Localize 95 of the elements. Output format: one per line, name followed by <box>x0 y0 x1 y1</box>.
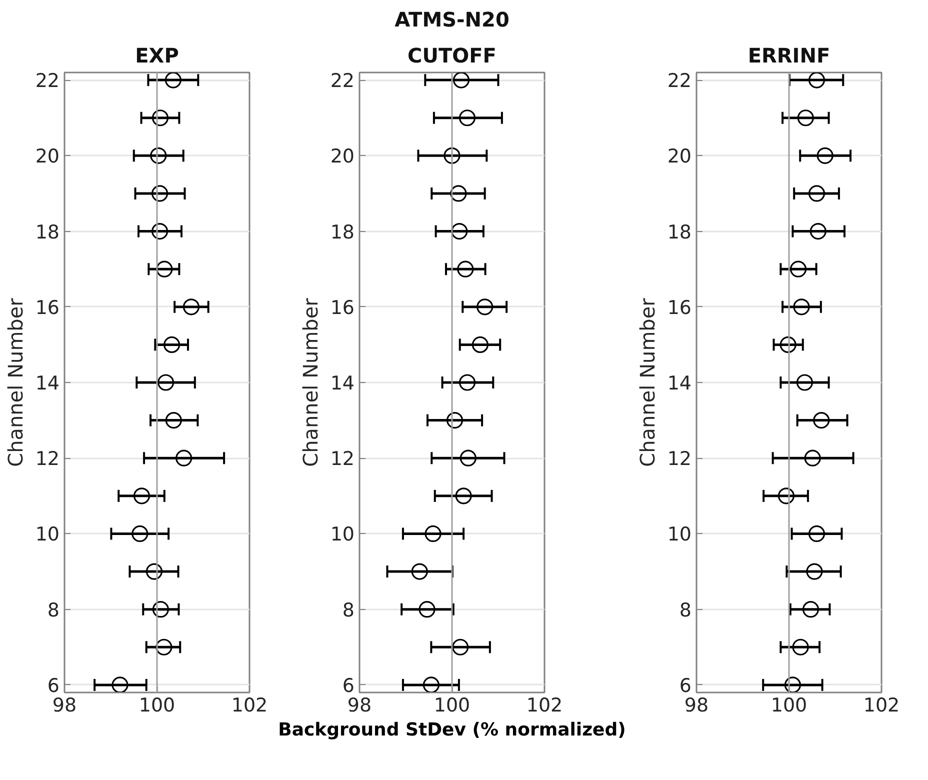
point <box>792 638 809 656</box>
y-tick-label: 16 <box>35 296 60 319</box>
y-tick-label: 22 <box>35 70 60 92</box>
point <box>164 336 180 353</box>
y-tick-label: 8 <box>679 599 692 622</box>
y-tick-label: 10 <box>330 524 355 546</box>
y-tick-label: 6 <box>342 674 355 697</box>
point <box>458 110 476 126</box>
point <box>450 185 467 202</box>
point <box>790 260 807 278</box>
point <box>132 525 148 542</box>
point <box>808 185 826 202</box>
x-tick-label: 100 <box>770 694 808 716</box>
y-tick-label: 14 <box>667 372 692 394</box>
x-axis-title: Background StDev (% normalized) <box>278 720 626 740</box>
point <box>133 488 150 504</box>
y-tick-label: 16 <box>330 296 355 319</box>
point <box>460 450 476 466</box>
point <box>182 298 200 316</box>
point <box>476 298 494 316</box>
point <box>444 147 460 164</box>
y-tick-label: 22 <box>330 70 355 92</box>
x-tick-label: 100 <box>138 694 176 716</box>
chart-title: ATMS-N20 <box>394 8 510 32</box>
point <box>810 222 826 240</box>
x-tick-label: 102 <box>231 694 268 716</box>
point <box>452 72 470 88</box>
y-tick-label: 14 <box>35 372 60 394</box>
x-tick-label: 98 <box>684 694 709 716</box>
y-tick-label: 12 <box>330 448 355 470</box>
y-tick-label: 20 <box>667 146 692 168</box>
point <box>424 525 442 542</box>
y-tick-label: 8 <box>47 599 60 622</box>
x-tick-label: 98 <box>52 694 77 716</box>
point <box>418 601 436 618</box>
point <box>793 298 810 316</box>
point <box>150 147 167 164</box>
y-tick-label: 18 <box>330 221 355 244</box>
x-tick-label: 102 <box>863 694 900 716</box>
point <box>784 676 801 692</box>
point <box>164 72 182 88</box>
point <box>451 222 468 240</box>
point <box>152 110 169 126</box>
x-tick-label: 102 <box>526 694 563 716</box>
chart-title: ERRINF <box>748 44 830 68</box>
y-tick-label: 12 <box>35 448 60 470</box>
point <box>157 374 174 391</box>
point <box>808 525 826 542</box>
chart-title: EXP <box>135 44 179 68</box>
x-tick-label: 100 <box>434 694 470 716</box>
y-tick-label: 16 <box>667 296 692 319</box>
point <box>816 147 834 164</box>
point <box>146 563 163 580</box>
y-tick-label: 14 <box>330 372 355 394</box>
y-tick-label: 20 <box>330 146 355 168</box>
y-tick-label: 22 <box>667 70 692 92</box>
point <box>151 185 168 202</box>
point <box>411 563 428 580</box>
point <box>151 222 168 240</box>
y-tick-label: 10 <box>35 524 60 546</box>
point <box>804 450 821 466</box>
chart-subtitle: CUTOFF <box>408 44 496 68</box>
y-axis-title: Channel Number <box>298 297 322 467</box>
point <box>156 638 172 656</box>
point <box>458 374 476 391</box>
point <box>446 412 464 429</box>
point <box>796 374 814 391</box>
point <box>422 676 440 692</box>
point <box>112 676 128 692</box>
point <box>452 638 469 656</box>
point <box>780 336 796 353</box>
y-tick-label: 6 <box>47 674 60 697</box>
point <box>802 601 820 618</box>
y-tick-label: 18 <box>667 221 692 244</box>
y-tick-label: 20 <box>35 146 60 168</box>
y-tick-label: 18 <box>35 221 60 244</box>
x-tick-label: 98 <box>347 694 372 716</box>
point <box>152 601 169 618</box>
point <box>806 563 823 580</box>
point <box>797 110 814 126</box>
point <box>457 260 474 278</box>
point <box>165 412 182 429</box>
y-axis-title: Channel Number <box>635 297 660 467</box>
point <box>176 450 192 466</box>
point <box>156 260 173 278</box>
y-tick-label: 8 <box>342 599 355 622</box>
y-tick-label: 6 <box>679 674 692 697</box>
point <box>808 72 826 88</box>
point <box>813 412 830 429</box>
point <box>472 336 489 353</box>
y-tick-label: 10 <box>667 524 692 546</box>
y-axis-title: Channel Number <box>3 297 28 467</box>
point <box>778 488 795 504</box>
y-tick-label: 12 <box>667 448 692 470</box>
point <box>455 488 472 504</box>
